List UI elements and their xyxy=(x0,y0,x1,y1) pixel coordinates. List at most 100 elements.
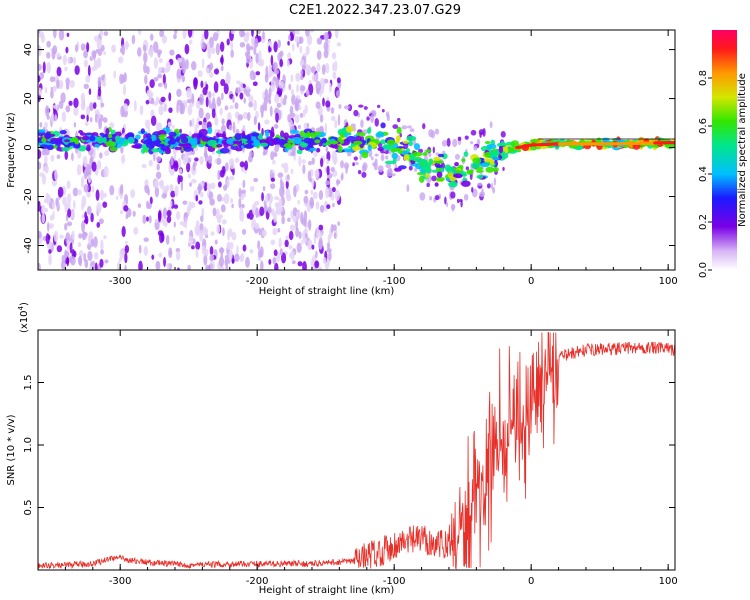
spectrogram-noise-cell xyxy=(257,240,261,250)
spectrogram-noise-cell xyxy=(460,200,463,208)
spectrogram-ridge-cell xyxy=(126,132,135,139)
spectrogram-noise-cell xyxy=(90,238,95,248)
spectrogram-noise-cell xyxy=(248,94,254,104)
spectrogram-noise-cell xyxy=(46,51,51,59)
spectrogram-noise-cell xyxy=(170,156,174,166)
spectrogram-noise-cell xyxy=(86,191,91,198)
spectrogram-noise-cell xyxy=(143,237,149,242)
spectrogram-noise-cell xyxy=(296,84,300,93)
spectrogram-ridge-cell xyxy=(475,169,484,173)
spectrogram-noise-cell xyxy=(103,235,107,240)
spectrogram-noise-cell xyxy=(262,186,266,191)
spectrogram-ridge-cell xyxy=(102,136,107,144)
spectrogram-noise-cell xyxy=(209,254,215,262)
spectrogram-ridge-cell xyxy=(91,132,99,137)
spectrogram-noise-cell xyxy=(441,140,448,147)
spectrogram-noise-cell xyxy=(211,108,216,119)
spectrogram-noise-cell xyxy=(277,172,284,178)
spectrogram-noise-cell xyxy=(41,205,46,215)
spectrogram-noise-cell xyxy=(96,38,102,50)
spectrogram-noise-cell xyxy=(213,81,219,93)
spectrogram-noise-cell xyxy=(61,111,67,122)
spectrogram-ridge-cell xyxy=(638,136,645,143)
spectrogram-noise-cell xyxy=(401,125,408,130)
spectrogram-noise-cell xyxy=(168,163,171,173)
spectrogram-noise-cell xyxy=(65,83,70,90)
spectrogram-ridge-cell xyxy=(422,152,428,156)
spectrogram-noise-cell xyxy=(190,201,196,209)
spectrogram-noise-cell xyxy=(93,50,96,61)
spectrogram-noise-cell xyxy=(92,149,96,159)
spectrogram-noise-cell xyxy=(39,121,43,128)
spectrogram-noise-cell xyxy=(72,199,76,210)
spectrogram-noise-cell xyxy=(333,232,337,239)
spectrogram-noise-cell xyxy=(352,162,355,167)
spectrogram-noise-cell xyxy=(205,112,211,120)
spectrogram-noise-cell xyxy=(257,30,261,35)
spectrogram-noise-cell xyxy=(249,185,255,192)
spectrogram-noise-cell xyxy=(332,203,335,208)
spectrogram-noise-cell xyxy=(177,174,181,185)
spectrogram-noise-cell xyxy=(100,102,105,108)
spectrogram-noise-cell xyxy=(78,255,83,267)
spectrogram-noise-cell xyxy=(113,70,117,79)
spectrogram-noise-cell xyxy=(316,62,321,73)
spectrogram-noise-cell xyxy=(315,250,318,259)
spectrogram-noise-cell xyxy=(109,185,115,196)
spectrogram-ridge-cell xyxy=(114,131,122,137)
spectrogram-noise-cell xyxy=(452,138,458,148)
spectrogram-ridge-cell xyxy=(180,136,189,144)
spectrogram-ridge-cell xyxy=(45,131,52,139)
spectrogram-ridge-cell xyxy=(264,130,270,138)
spectrogram-noise-cell xyxy=(125,40,129,51)
spectrogram-noise-cell xyxy=(220,78,226,87)
spectrogram-noise-cell xyxy=(380,154,385,162)
spectrogram-noise-cell xyxy=(38,262,41,270)
spectrogram-noise-cell xyxy=(298,231,302,240)
spectrogram-noise-cell xyxy=(257,122,261,132)
spectrogram-noise-cell xyxy=(38,30,41,34)
spectrogram-noise-cell xyxy=(281,163,286,168)
spectrogram-noise-cell xyxy=(334,189,341,201)
spectrogram-noise-cell xyxy=(334,119,338,129)
spectrogram-noise-cell xyxy=(146,216,149,222)
spectrogram-noise-cell xyxy=(155,260,161,270)
spectrogram-noise-cell xyxy=(179,128,182,134)
spectrogram-noise-cell xyxy=(306,122,310,129)
spectrogram-noise-cell xyxy=(226,241,231,250)
spectrogram-noise-cell xyxy=(274,93,280,104)
spectrogram-noise-cell xyxy=(124,264,127,270)
spectrogram-ridge-cell xyxy=(434,182,439,187)
spectrogram-noise-cell xyxy=(242,228,247,235)
spectrogram-noise-cell xyxy=(150,109,155,118)
spectrogram-noise-cell xyxy=(273,196,280,201)
spectrogram-noise-cell xyxy=(200,80,204,88)
spectrogram-noise-cell xyxy=(162,207,168,219)
spectrogram-noise-cell xyxy=(463,193,469,201)
snr-y-tick-label: 1.0 xyxy=(23,437,34,453)
spectrogram-noise-cell xyxy=(161,81,164,87)
spectrogram-ridge-cell xyxy=(380,139,387,145)
spectrogram-noise-cell xyxy=(451,204,455,212)
spectrogram-noise-cell xyxy=(45,105,50,117)
snr-scale-base: (x10 xyxy=(19,310,30,333)
spectrogram-noise-cell xyxy=(295,73,300,80)
spectrogram-noise-cell xyxy=(83,83,89,90)
spectrogram-noise-cell xyxy=(84,258,89,269)
spectrogram-noise-cell xyxy=(331,187,336,193)
spectrogram-noise-cell xyxy=(187,264,191,270)
spectrogram-noise-cell xyxy=(65,105,71,113)
spectrogram-noise-cell xyxy=(182,200,188,205)
spectrogram-noise-cell xyxy=(486,183,491,189)
spectrogram-noise-cell xyxy=(325,186,330,199)
spectrogram-noise-cell xyxy=(137,30,142,36)
spectrogram-ridge-cell xyxy=(41,137,47,143)
spectrogram-noise-cell xyxy=(70,256,76,266)
spectrogram-noise-cell xyxy=(228,124,233,131)
spectrogram-noise-cell xyxy=(288,230,294,241)
spectrogram-noise-cell xyxy=(242,244,247,252)
spectrogram-ridge-cell xyxy=(484,141,491,145)
spectrogram-noise-cell xyxy=(332,155,338,164)
spectrogram-noise-cell xyxy=(100,249,105,255)
spectrogram-noise-cell xyxy=(238,187,242,198)
